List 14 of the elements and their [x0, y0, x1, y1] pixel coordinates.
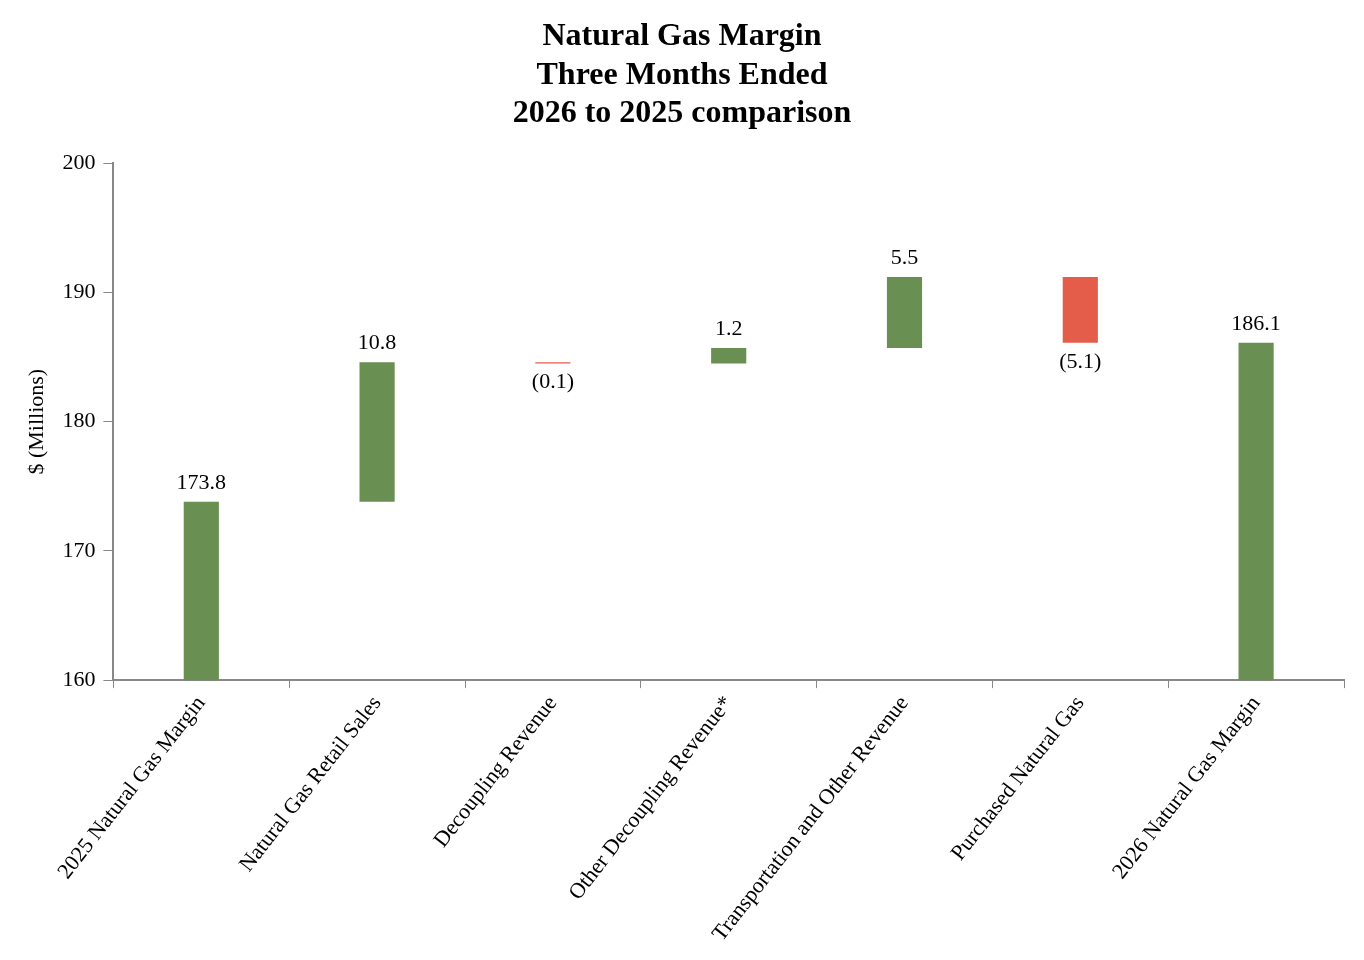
data-label: (5.1) — [1059, 347, 1102, 373]
data-label: 1.2 — [714, 314, 743, 340]
data-label: 186.1 — [1231, 309, 1281, 335]
data-label: (0.1) — [531, 368, 574, 394]
data-label: 5.5 — [890, 243, 919, 269]
y-tick-label: 200 — [62, 148, 96, 174]
y-tick-label: 160 — [62, 665, 96, 691]
y-axis-title: $ (Millions) — [22, 368, 48, 475]
y-tick-label: 180 — [62, 407, 96, 433]
data-label: 173.8 — [176, 468, 227, 494]
y-tick-label: 170 — [62, 536, 96, 562]
chart-title: Natural Gas Margin Three Months Ended 2026 to 2025 comparison — [512, 16, 852, 130]
data-label: 10.8 — [357, 329, 397, 354]
y-tick-label: 190 — [62, 278, 96, 304]
